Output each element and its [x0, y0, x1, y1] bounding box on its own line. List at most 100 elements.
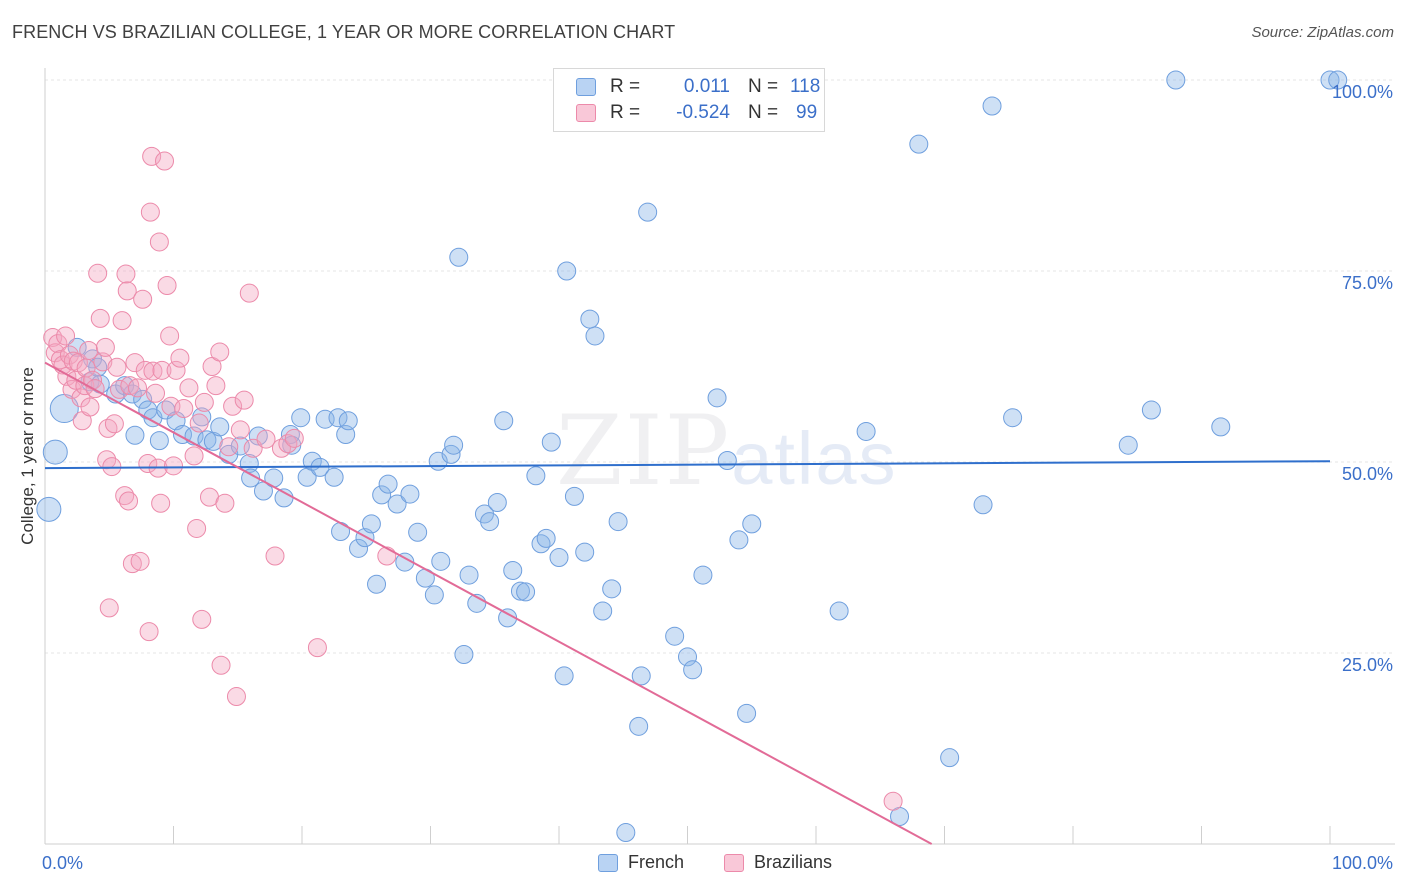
data-point	[616, 823, 636, 843]
bottom-legend-label-brazilians: Brazilians	[754, 852, 833, 872]
data-point	[707, 388, 727, 408]
legend-swatch-french	[576, 78, 596, 96]
data-point	[372, 485, 392, 505]
series-brazilians	[43, 146, 903, 811]
data-point	[79, 340, 99, 360]
data-point	[248, 426, 268, 446]
data-point	[164, 456, 183, 476]
data-point	[585, 326, 605, 346]
data-point	[387, 494, 407, 514]
legend-row-french: R = 0.011 N = 118	[576, 75, 820, 99]
data-point	[487, 492, 507, 512]
data-point	[367, 574, 387, 594]
data-point	[265, 546, 285, 566]
data-point	[130, 551, 150, 571]
data-point	[554, 666, 574, 686]
data-point	[593, 601, 613, 621]
data-point	[223, 396, 243, 416]
data-point	[215, 493, 235, 513]
data-point	[575, 542, 595, 562]
data-point	[494, 411, 514, 431]
data-point	[729, 530, 749, 550]
data-point	[503, 560, 523, 580]
data-point	[116, 264, 136, 284]
data-point	[197, 430, 217, 450]
data-point	[139, 622, 159, 642]
data-point	[829, 601, 849, 621]
watermark-zip: ZIP	[556, 395, 732, 507]
bottom-legend-french: French	[598, 852, 684, 873]
data-point	[331, 522, 351, 542]
data-point	[157, 276, 177, 296]
trend-line-brazilians	[44, 361, 933, 845]
data-point	[133, 389, 153, 409]
data-point	[206, 376, 226, 396]
data-point	[125, 425, 145, 445]
chart-title: FRENCH VS BRAZILIAN COLLEGE, 1 YEAR OR M…	[12, 22, 676, 42]
data-point	[107, 357, 127, 377]
data-point	[459, 565, 479, 585]
data-point	[149, 431, 169, 451]
tick-labels: 100.0% 75.0% 50.0% 25.0% 0.0% 100.0%	[42, 82, 1393, 873]
data-point	[307, 638, 327, 658]
data-point	[856, 421, 876, 441]
y-tick-label: 50.0%	[1342, 464, 1393, 484]
data-point	[1003, 408, 1023, 428]
legend-r-label: R =	[610, 76, 641, 97]
data-point	[99, 598, 119, 618]
data-point	[883, 791, 903, 811]
data-point	[149, 232, 169, 252]
data-point	[638, 202, 658, 222]
data-point	[444, 435, 464, 455]
data-point	[973, 495, 993, 515]
x-tick-label: 0.0%	[42, 853, 83, 873]
data-point	[278, 434, 298, 454]
data-point	[629, 716, 649, 736]
data-point	[142, 146, 162, 166]
data-point	[187, 518, 207, 538]
data-point	[480, 512, 500, 532]
data-point	[516, 582, 536, 602]
legend-r-label: R =	[610, 102, 641, 123]
data-point	[602, 579, 622, 599]
data-point	[80, 397, 100, 417]
legend-r-value: 0.011	[683, 76, 730, 97]
data-point	[377, 546, 397, 566]
axes	[44, 68, 1395, 845]
bottom-legend-label-french: French	[628, 852, 685, 872]
data-point	[564, 486, 584, 506]
data-point	[338, 411, 358, 431]
data-point	[909, 134, 929, 154]
legend-n-value: 99	[796, 102, 818, 123]
data-point	[122, 554, 142, 574]
data-point	[88, 263, 108, 283]
data-point	[85, 379, 105, 399]
x-tick-label: 100.0%	[1332, 853, 1393, 873]
legend-n-label: N =	[748, 102, 779, 123]
data-point	[210, 417, 230, 437]
watermark-atlas: atlas	[731, 417, 898, 500]
data-point	[42, 439, 68, 465]
data-point	[280, 424, 300, 444]
data-point	[210, 342, 230, 362]
watermark: ZIPatlas	[556, 395, 898, 507]
data-point	[291, 408, 311, 428]
data-point	[1328, 70, 1348, 90]
data-point	[1166, 70, 1186, 90]
data-point	[219, 437, 239, 457]
data-point	[125, 353, 145, 373]
legend-n-label: N =	[748, 76, 779, 97]
data-point	[408, 522, 428, 542]
data-point	[194, 392, 214, 412]
data-point	[1211, 417, 1231, 437]
gridlines	[45, 79, 1395, 654]
data-point	[526, 466, 546, 486]
trend-lines	[44, 361, 1331, 845]
data-point	[536, 528, 556, 548]
data-point	[166, 360, 186, 380]
data-point	[378, 474, 398, 494]
data-point	[454, 645, 474, 665]
data-point	[146, 383, 166, 403]
data-point	[234, 390, 254, 410]
